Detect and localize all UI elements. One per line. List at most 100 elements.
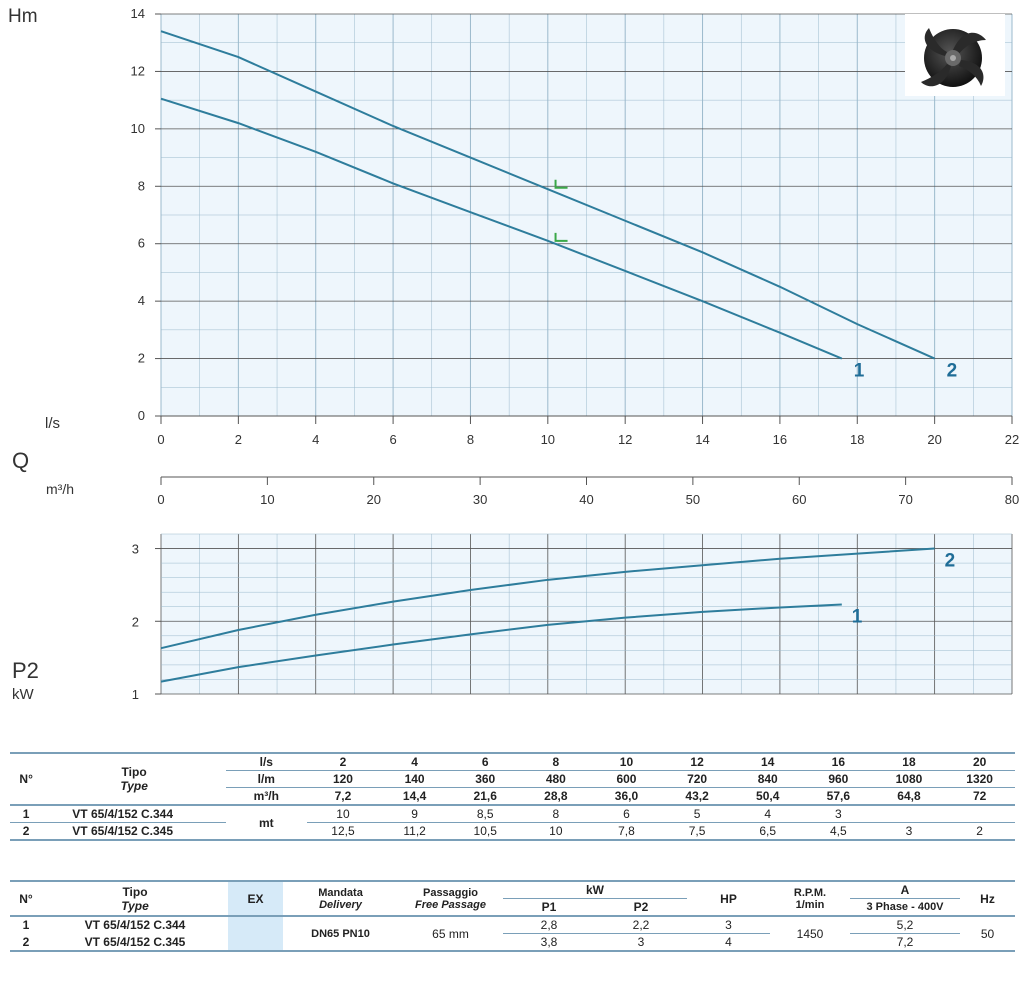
duty-point-marker xyxy=(554,232,568,242)
t1-ls-4: 10 xyxy=(619,755,634,769)
t1-row1-v9 xyxy=(944,805,1015,823)
table1-unit-mt: mt xyxy=(258,815,274,830)
head-y-tick-label: 8 xyxy=(138,178,145,193)
t1-row1-v8 xyxy=(874,805,945,823)
flow-axis-unit: m³/h xyxy=(46,481,74,497)
t1-row2-v0: 12,5 xyxy=(306,822,380,840)
t1-row2-v4: 7,8 xyxy=(591,822,662,840)
t1-m3h-8: 64,8 xyxy=(873,787,945,805)
impeller-image xyxy=(905,14,1005,96)
t1-lm-6: 840 xyxy=(732,770,804,788)
flow-axis-tick-label: 10 xyxy=(260,492,274,507)
t1-lm-7: 960 xyxy=(803,770,874,788)
table1-head-type-en: Type xyxy=(120,779,148,793)
t2-row1-p1: 2,8 xyxy=(540,918,558,932)
t1-lm-3: 480 xyxy=(520,770,592,788)
t1-m3h-5: 43,2 xyxy=(661,787,733,805)
head-y-tick-label: 14 xyxy=(131,6,145,21)
t1-m3h-0: 7,2 xyxy=(306,787,380,805)
t2-delivery: DN65 PN10 xyxy=(311,927,370,940)
t1-row2-no: 2 xyxy=(10,822,43,840)
t2-row1-a: 5,2 xyxy=(896,918,914,932)
t1-m3h-4: 36,0 xyxy=(591,787,662,805)
t2-head-mandata: Mandata xyxy=(318,886,363,899)
t1-row1-v0: 10 xyxy=(336,807,350,821)
t1-ls-2: 6 xyxy=(481,755,489,769)
t2-row1-p2: 2,2 xyxy=(632,918,650,932)
t1-row2-model: VT 65/4/152 C.345 xyxy=(42,822,226,840)
t1-row1-v3: 8 xyxy=(552,807,560,821)
t2-row1-model: VT 65/4/152 C.344 xyxy=(84,918,186,933)
head-y-tick-label: 6 xyxy=(138,236,145,251)
head-x-tick-label: 18 xyxy=(850,432,864,447)
t1-m3h-7: 57,6 xyxy=(803,787,874,805)
t2-hz: 50 xyxy=(980,926,995,941)
t2-row2-a: 7,2 xyxy=(850,933,960,951)
specification-table: N° Tipo Type EX Mandata Delivery Passaggio… xyxy=(10,880,1015,952)
t1-row1-v2: 8,5 xyxy=(476,807,494,821)
t2-head-type: Tipo Type xyxy=(42,881,228,916)
head-x-tick-label: 6 xyxy=(389,432,396,447)
flow-axis-tick-label: 80 xyxy=(1005,492,1019,507)
flow-axis-tick-label: 30 xyxy=(473,492,487,507)
power-y-tick-label: 3 xyxy=(132,542,139,557)
t2-head-freepassage: Free Passage xyxy=(415,898,486,911)
head-curve-1 xyxy=(160,97,843,360)
t2-head-rpm-unit: 1/min xyxy=(795,898,825,911)
t2-head-rpm-label: R.P.M. xyxy=(793,886,827,899)
t1-ls-9: 20 xyxy=(972,755,987,769)
t1-lm-5: 720 xyxy=(661,770,733,788)
table1-head-tipo: Tipo xyxy=(121,765,147,779)
head-x-tick-label: 4 xyxy=(312,432,319,447)
head-x-tick-label: 10 xyxy=(541,432,555,447)
t2-head-phase: 3 Phase - 400V xyxy=(866,901,944,913)
table1-head-type: Tipo Type xyxy=(42,753,226,805)
t2-head-tipo: Tipo xyxy=(122,884,148,899)
head-y-tick-label: 0 xyxy=(138,408,145,423)
head-curve-label-1: 1 xyxy=(854,361,865,382)
t1-m3h-1: 14,4 xyxy=(379,787,450,805)
power-y-axis-label: P2 xyxy=(12,658,39,683)
t1-lm-8: 1080 xyxy=(873,770,945,788)
table1-unit-m3h: m³/h xyxy=(225,787,307,805)
t2-row2-p2: 3 xyxy=(595,933,687,951)
t2-head-kw: kW xyxy=(503,881,687,899)
t2-free-passage: 65 mm xyxy=(432,926,469,941)
head-x-tick-label: 20 xyxy=(927,432,941,447)
t2-head-p1: P1 xyxy=(541,900,557,914)
t1-lm-0: 120 xyxy=(306,770,380,788)
power-curve-label-1: 1 xyxy=(852,607,863,628)
t2-head-hz: Hz xyxy=(980,891,995,906)
t1-lm-9: 1320 xyxy=(944,770,1015,788)
t1-ls-5: 12 xyxy=(690,755,704,769)
t1-lm-4: 600 xyxy=(591,770,662,788)
t2-head-delivery-en: Delivery xyxy=(319,898,362,911)
flow-axis-tick-label: 60 xyxy=(792,492,806,507)
t1-row1-v1: 9 xyxy=(411,807,418,821)
t1-row2-v8: 3 xyxy=(873,822,945,840)
t1-ls-0: 2 xyxy=(339,755,347,769)
power-y-tick-label: 2 xyxy=(132,614,139,629)
flow-axis-tick-label: 40 xyxy=(579,492,593,507)
t2-row2-no: 2 xyxy=(22,934,30,949)
t1-ls-7: 16 xyxy=(831,755,846,769)
power-y-tick-label: 1 xyxy=(132,687,139,702)
head-x-tick-label: 8 xyxy=(467,432,474,447)
flow-axis-tick-label: 70 xyxy=(898,492,912,507)
impeller-icon xyxy=(921,28,986,87)
t1-ls-3: 8 xyxy=(552,755,560,769)
t1-row1-v6: 4 xyxy=(764,807,772,821)
power-chart: 1 2 3 P2 kW 1 2 xyxy=(12,533,1013,703)
t2-row2-model: VT 65/4/152 C.345 xyxy=(84,934,186,949)
power-y-axis-unit: kW xyxy=(12,686,35,703)
flow-axis-tick-label: 50 xyxy=(686,492,700,507)
t1-lm-2: 360 xyxy=(449,770,521,788)
t1-ls-8: 18 xyxy=(902,755,916,769)
t2-head-passaggio: Passaggio xyxy=(422,886,479,899)
t1-row1-no: 1 xyxy=(22,807,30,821)
duty-point-marker xyxy=(554,179,568,189)
t1-row2-v5: 7,5 xyxy=(661,822,733,840)
t2-head-p2: P2 xyxy=(633,900,649,914)
